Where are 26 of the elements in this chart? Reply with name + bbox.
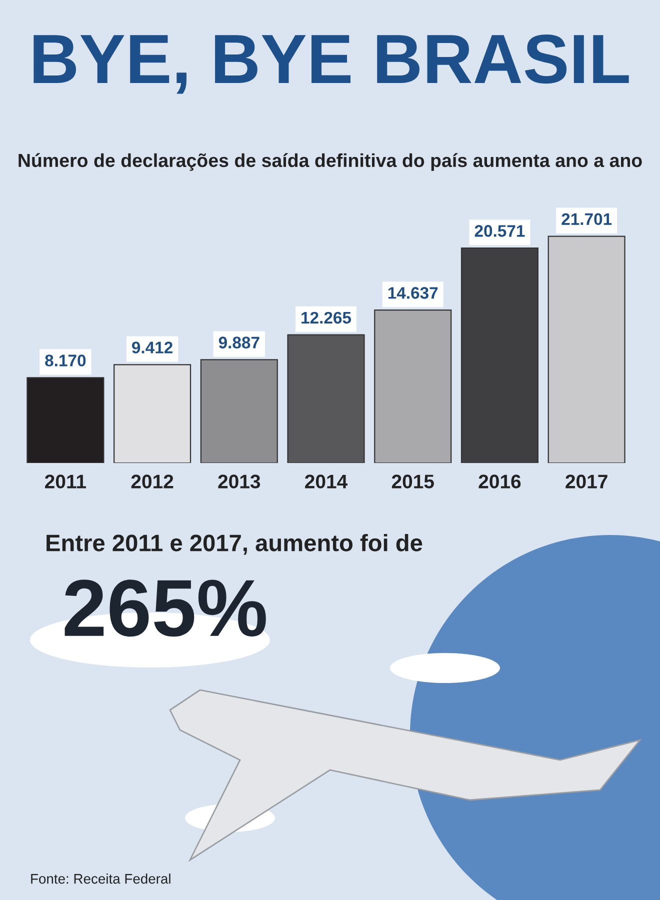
bar <box>114 364 192 463</box>
data-label: 8.170 <box>45 354 86 366</box>
chart-subtitle: Número de declarações de saída definitiva do país aumenta ano a ano <box>18 153 642 171</box>
chart-title: BYE, BYE BRASIL <box>34 34 629 94</box>
bar <box>200 359 278 463</box>
bar <box>26 377 104 463</box>
data-label: 9.412 <box>132 342 172 354</box>
data-label: 20.571 <box>474 225 525 237</box>
x-tick-label: 2011 <box>45 474 86 488</box>
data-label: 12.265 <box>302 312 352 324</box>
x-tick-label: 2013 <box>218 474 260 488</box>
bar <box>287 334 365 463</box>
x-tick-label: 2017 <box>566 474 608 488</box>
data-label: 9.887 <box>218 336 260 348</box>
x-tick-label: 2015 <box>392 474 434 488</box>
data-label: 14.637 <box>388 287 438 299</box>
x-tick-label: 2016 <box>478 474 521 488</box>
data-label: 21.701 <box>562 213 612 226</box>
x-tick-label: 2014 <box>305 474 348 488</box>
text: Entre 2011 e 2017, aumento foi de <box>46 534 422 555</box>
text: 265% <box>64 580 266 637</box>
bar <box>374 310 452 463</box>
bar <box>548 236 626 463</box>
x-tick-label: 2012 <box>131 474 174 488</box>
bar <box>460 248 538 463</box>
source-note: Fonte: Receita Federal <box>31 874 170 884</box>
